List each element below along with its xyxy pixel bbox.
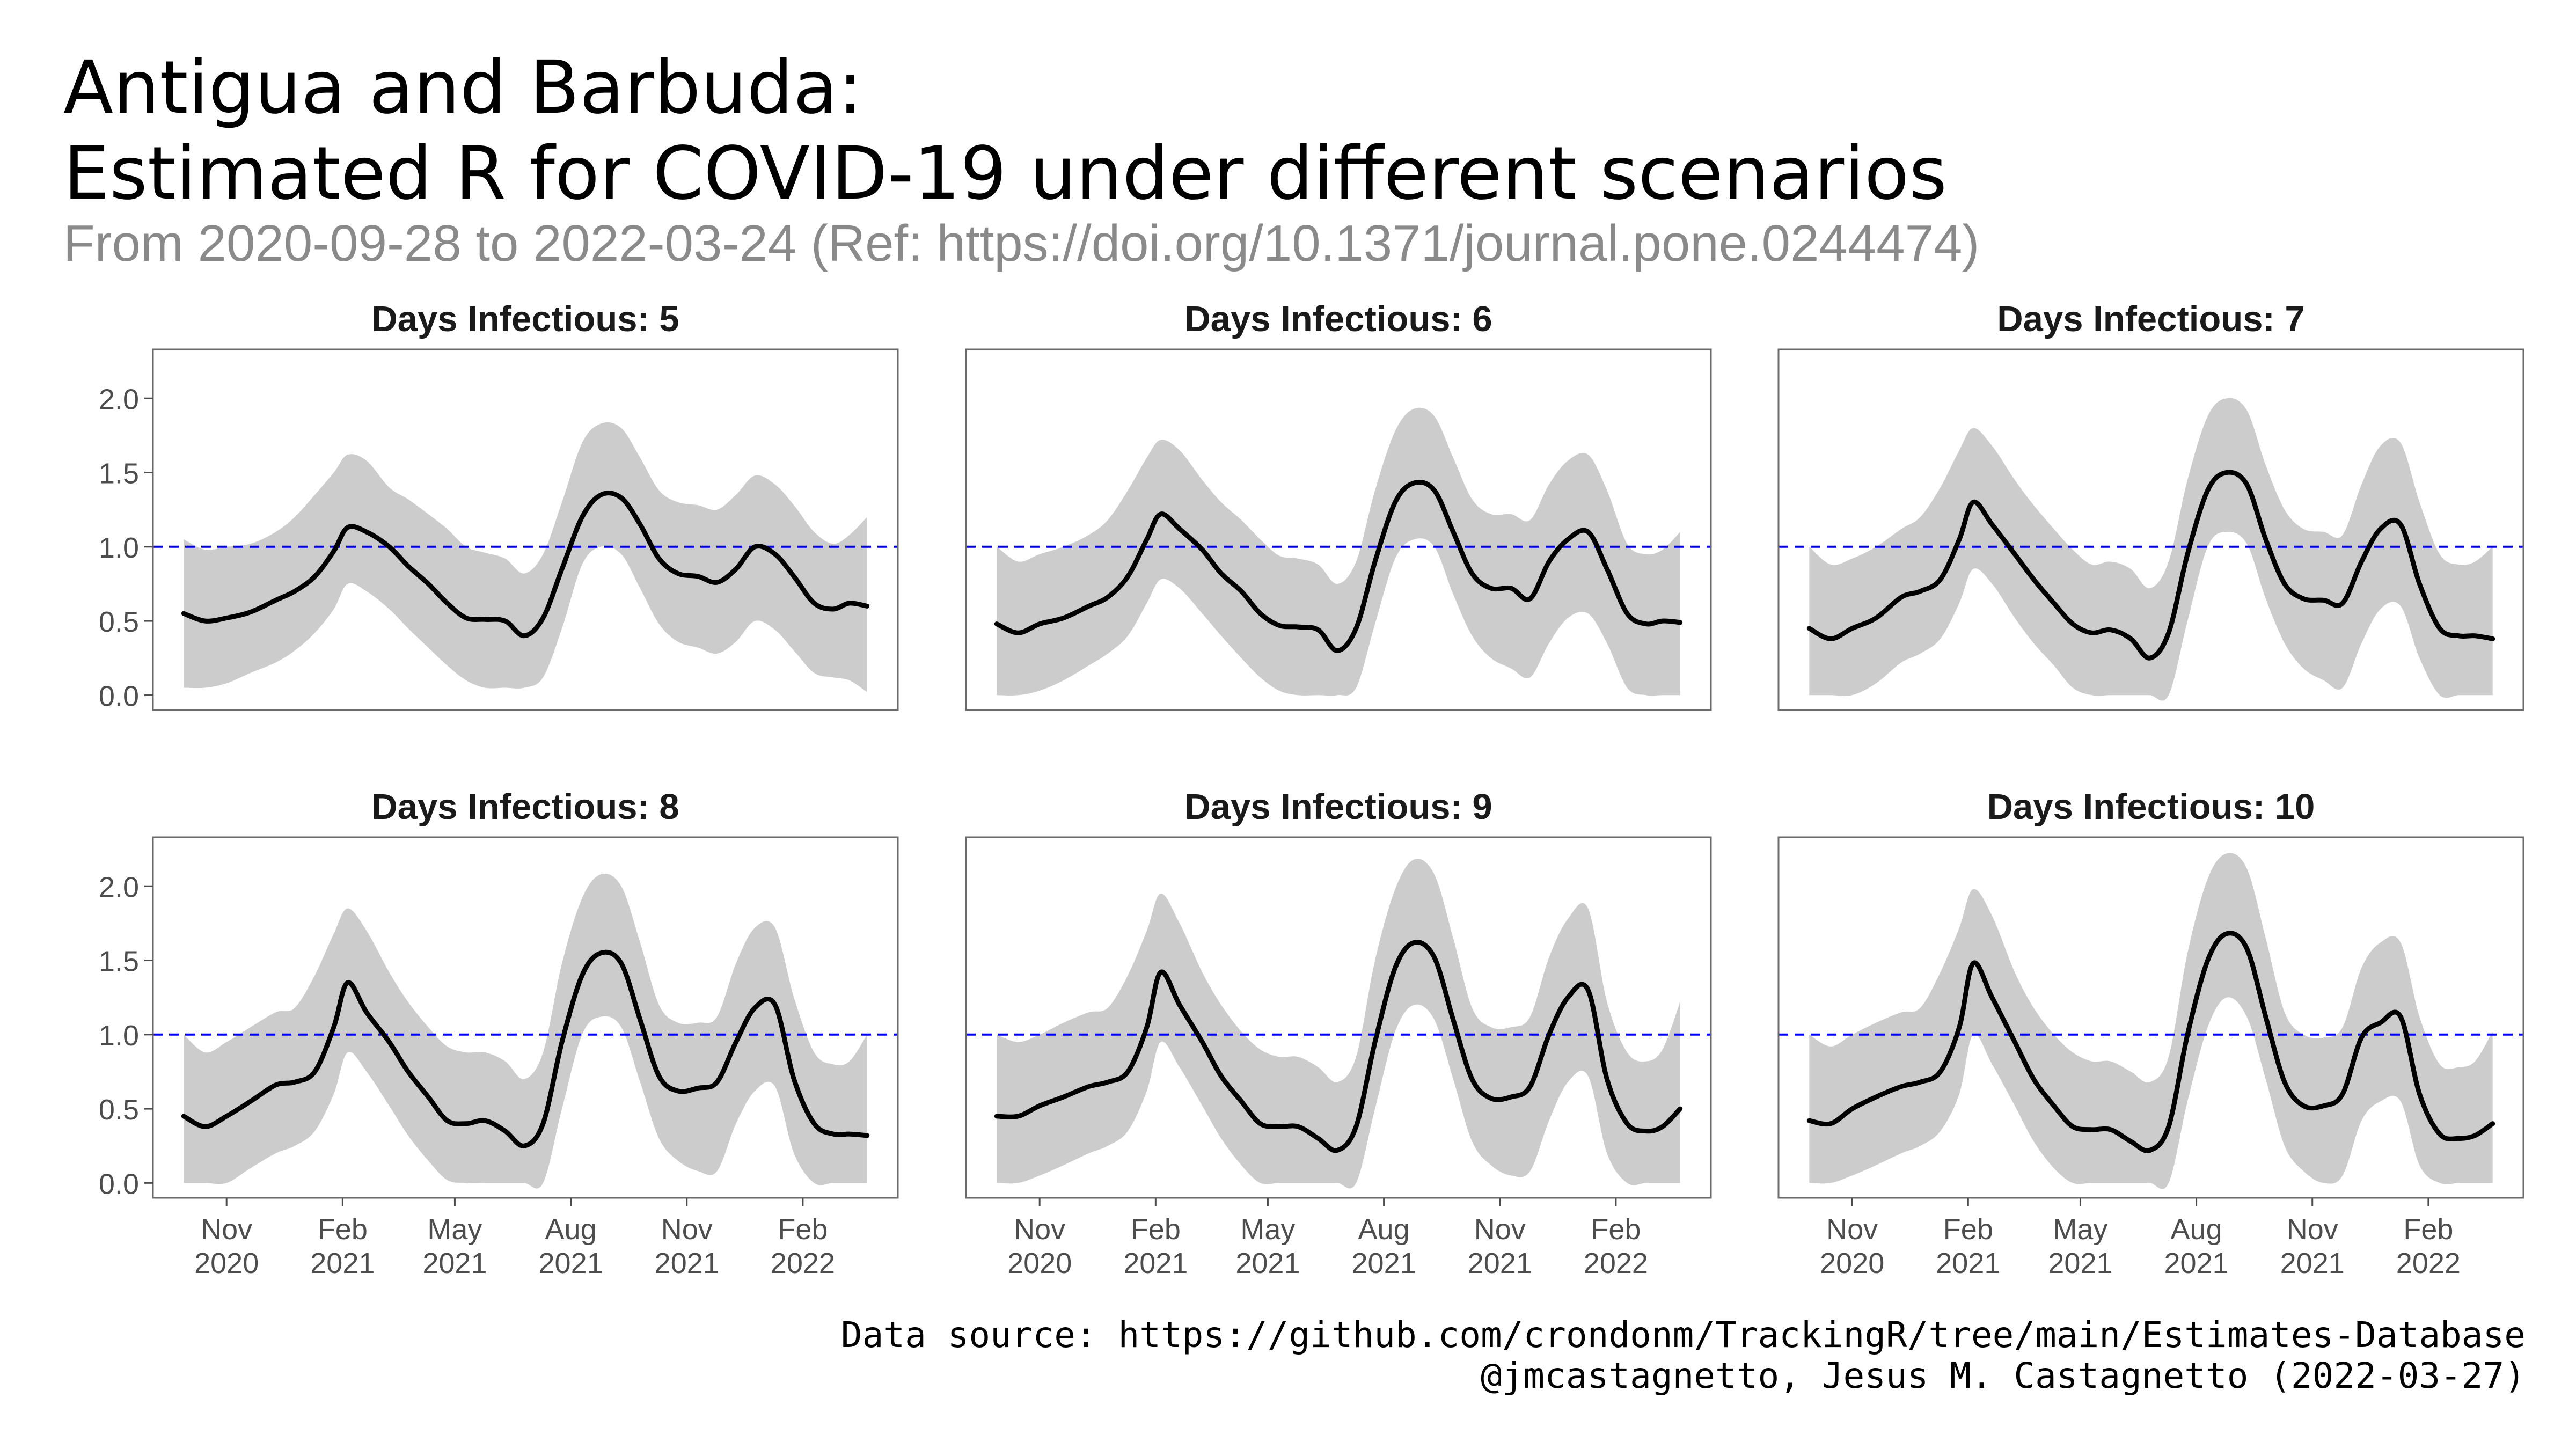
x-tick-label-month: Nov [2287,1213,2338,1246]
panel-title: Days Infectious: 5 [371,299,679,339]
x-tick-label-month: Nov [1474,1213,1526,1246]
y-tick-label: 0.5 [99,606,139,638]
caption-author: @jmcastagnetto, Jesus M. Castagnetto (20… [1481,1355,2526,1396]
panel-plot-area [966,859,1711,1189]
panel-plot-area [966,407,1711,696]
x-tick-label-month: Feb [778,1213,828,1246]
panel-title: Days Infectious: 10 [1987,787,2315,827]
x-tick-label-month: Feb [1131,1213,1181,1246]
x-tick-label-year: 2020 [1007,1247,1072,1279]
panel-title: Days Infectious: 7 [1997,299,2304,339]
x-tick-label-year: 2022 [771,1247,835,1279]
x-tick-label-year: 2020 [194,1247,259,1279]
panel-border [152,348,899,711]
chart-title-line2: Estimated R for COVID-19 under different… [63,131,1947,216]
confidence-band [1809,398,2493,701]
x-tick-label-month: Feb [318,1213,368,1246]
x-tick-label-year: 2021 [1123,1247,1188,1279]
x-tick-label-month: Nov [1826,1213,1878,1246]
x-tick-label-month: Feb [1591,1213,1641,1246]
x-tick-label-month: May [1240,1213,1295,1246]
x-tick-label-month: Aug [1358,1213,1410,1246]
x-tick-label-year: 2021 [1235,1247,1300,1279]
x-tick-label-year: 2022 [1584,1247,1648,1279]
r-estimate-line [181,949,870,1148]
x-tick-label-year: 2021 [422,1247,487,1279]
confidence-band [1809,853,2493,1189]
x-tick-label-month: Feb [1943,1213,1993,1246]
panel-border [152,836,899,1199]
r-estimate-line [994,940,1683,1153]
panel-border [1777,836,2524,1199]
x-tick-label-month: Nov [1014,1213,1065,1246]
x-tick-label-year: 2021 [310,1247,375,1279]
x-tick-label-year: 2021 [2280,1247,2345,1279]
r-estimate-line [1806,470,2496,661]
panel-title: Days Infectious: 9 [1184,787,1492,827]
panel-plot-area [153,422,898,692]
x-tick-label-year: 2021 [539,1247,603,1279]
x-tick-label-month: Aug [2171,1213,2222,1246]
facet-panel: Days Infectious: 7 [1777,299,2524,711]
confidence-band [184,873,867,1189]
r-estimate-line [994,479,1683,653]
facet-panel: Days Infectious: 9Nov2020Feb2021May2021A… [965,787,1712,1279]
panel-plot-area [1779,853,2523,1189]
y-tick-label: 1.0 [99,532,139,564]
x-tick-label-month: Aug [545,1213,597,1246]
chart-subtitle: From 2020-09-28 to 2022-03-24 (Ref: http… [63,215,1979,272]
x-tick-label-year: 2022 [2396,1247,2461,1279]
facet-panel: Days Infectious: 10Nov2020Feb2021May2021… [1777,787,2524,1279]
x-tick-label-month: Nov [661,1213,713,1246]
facet-panel: Days Infectious: 6 [965,299,1712,711]
panel-plot-area [1779,398,2523,701]
y-tick-label: 0.0 [99,1168,139,1200]
x-tick-label-year: 2021 [1468,1247,1532,1279]
x-tick-label-year: 2021 [1352,1247,1416,1279]
x-tick-label-year: 2021 [2048,1247,2112,1279]
chart-title-line1: Antigua and Barbuda: [63,46,862,130]
r-estimate-line [181,491,870,639]
panel-plot-area [153,873,898,1189]
y-tick-label: 0.0 [99,680,139,712]
panel-border [965,348,1712,711]
confidence-band [184,422,867,692]
caption-data-source: Data source: https://github.com/crondonm… [841,1314,2526,1356]
y-tick-label: 0.5 [99,1094,139,1126]
confidence-band [997,407,1680,696]
panel-title: Days Infectious: 6 [1184,299,1492,339]
x-tick-label-year: 2021 [1936,1247,2000,1279]
panel-border [1777,348,2524,711]
y-tick-label: 2.0 [99,383,139,415]
panel-border [965,836,1712,1199]
x-tick-label-year: 2020 [1820,1247,1884,1279]
confidence-band [997,859,1680,1189]
panel-title: Days Infectious: 8 [371,787,679,827]
x-tick-label-month: Nov [201,1213,252,1246]
x-tick-label-month: May [2053,1213,2107,1246]
r-estimate-line [1806,931,2496,1153]
y-tick-label: 2.0 [99,871,139,903]
x-tick-label-year: 2021 [2164,1247,2229,1279]
x-tick-label-month: Feb [2403,1213,2453,1246]
y-tick-label: 1.5 [99,946,139,978]
x-tick-label-month: May [427,1213,482,1246]
y-tick-label: 1.5 [99,458,139,490]
facet-panel: Days Infectious: 80.00.51.01.52.0Nov2020… [99,787,899,1279]
y-tick-label: 1.0 [99,1020,139,1052]
facet-panel: Days Infectious: 5 0.0 0.5 1.0 1.5 2.0 [99,299,899,712]
x-tick-label-year: 2021 [655,1247,719,1279]
